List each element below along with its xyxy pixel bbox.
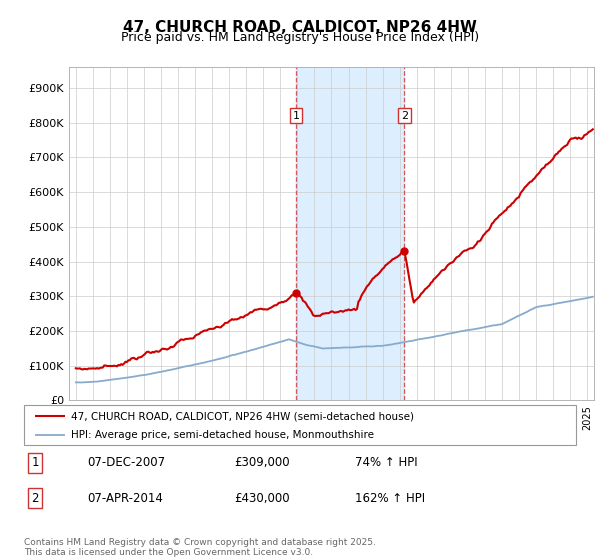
- Bar: [296, 67, 404, 400]
- Text: 74% ↑ HPI: 74% ↑ HPI: [355, 456, 418, 469]
- Text: 1: 1: [293, 110, 299, 120]
- Text: 1: 1: [31, 456, 39, 469]
- Text: 47, CHURCH ROAD, CALDICOT, NP26 4HW (semi-detached house): 47, CHURCH ROAD, CALDICOT, NP26 4HW (sem…: [71, 411, 414, 421]
- Text: 47, CHURCH ROAD, CALDICOT, NP26 4HW: 47, CHURCH ROAD, CALDICOT, NP26 4HW: [123, 20, 477, 35]
- Text: HPI: Average price, semi-detached house, Monmouthshire: HPI: Average price, semi-detached house,…: [71, 430, 374, 440]
- Text: 07-APR-2014: 07-APR-2014: [88, 492, 163, 505]
- Text: 2: 2: [31, 492, 39, 505]
- Text: 162% ↑ HPI: 162% ↑ HPI: [355, 492, 425, 505]
- FancyBboxPatch shape: [24, 405, 576, 445]
- Text: £430,000: £430,000: [234, 492, 289, 505]
- Text: £309,000: £309,000: [234, 456, 289, 469]
- Text: Contains HM Land Registry data © Crown copyright and database right 2025.
This d: Contains HM Land Registry data © Crown c…: [24, 538, 376, 557]
- Text: 07-DEC-2007: 07-DEC-2007: [88, 456, 166, 469]
- Text: 2: 2: [401, 110, 408, 120]
- Text: Price paid vs. HM Land Registry's House Price Index (HPI): Price paid vs. HM Land Registry's House …: [121, 31, 479, 44]
